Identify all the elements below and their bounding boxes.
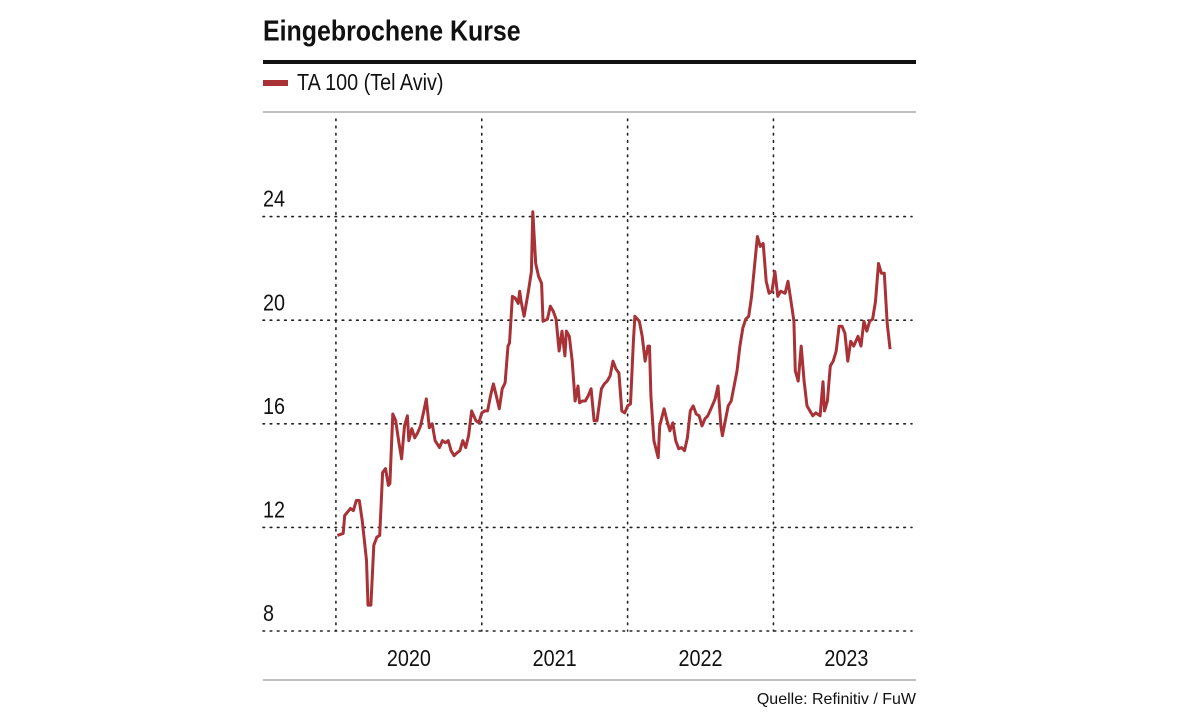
x-tick-label: 2022 (679, 646, 723, 672)
y-tick-label: 16 (263, 394, 285, 420)
y-tick-label: 8 (263, 601, 274, 627)
series-line (336, 210, 892, 607)
y-tick-label: 20 (263, 290, 285, 316)
x-tick-label: 2020 (387, 646, 431, 672)
legend-label: TA 100 (Tel Aviv) (297, 70, 444, 96)
y-tick-label: 24 (263, 186, 285, 212)
x-tick-label: 2023 (824, 646, 868, 672)
y-tick-label: 12 (263, 497, 285, 523)
chart-title: Eingebrochene Kurse (263, 15, 521, 47)
x-tick-label: 2021 (533, 646, 577, 672)
source: Quelle: Refinitiv / FuW (757, 691, 917, 708)
